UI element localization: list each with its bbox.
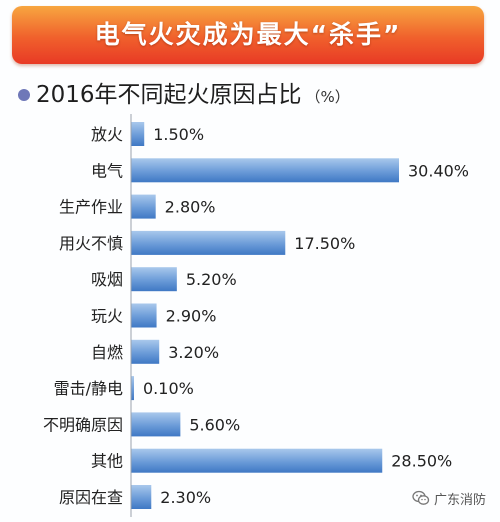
- value-label: 5.60%: [189, 415, 240, 434]
- bar: [131, 230, 286, 255]
- value-label: 3.20%: [168, 343, 219, 362]
- value-label: 28.50%: [391, 452, 452, 471]
- value-label: 2.80%: [165, 198, 216, 217]
- bar: [131, 412, 181, 437]
- chart-subtitle: 2016年不同起火原因占比 （%）: [12, 78, 482, 112]
- bullet-dot-icon: [18, 89, 30, 101]
- bar: [131, 158, 399, 183]
- watermark: 广东消防: [412, 488, 486, 508]
- bar: [131, 303, 157, 328]
- bar: [131, 194, 156, 219]
- category-label: 吸烟: [91, 270, 123, 289]
- value-label: 2.30%: [160, 488, 211, 507]
- value-label: 1.50%: [153, 125, 204, 144]
- value-label: 5.20%: [186, 270, 237, 289]
- value-label: 17.50%: [294, 234, 355, 253]
- value-label: 2.90%: [166, 307, 217, 326]
- category-label: 其他: [91, 452, 123, 471]
- category-label: 电气: [91, 161, 123, 180]
- bar: [131, 267, 177, 292]
- category-label: 玩火: [91, 307, 123, 326]
- wechat-icon: [412, 490, 430, 505]
- chart-title-text: 2016年不同起火原因占比: [36, 82, 302, 108]
- chart-unit: （%）: [305, 88, 350, 106]
- category-label: 雷击/静电: [54, 379, 123, 398]
- banner-title: 电气火灾成为最大“杀手”: [94, 20, 402, 49]
- chart-title: 2016年不同起火原因占比 （%）: [36, 78, 350, 112]
- watermark-text: 广东消防: [433, 492, 486, 508]
- category-label: 生产作业: [59, 198, 123, 217]
- title-banner: 电气火灾成为最大“杀手”: [12, 6, 484, 64]
- category-label: 不明确原因: [43, 415, 123, 434]
- category-label: 放火: [91, 125, 123, 144]
- value-label: 0.10%: [143, 379, 194, 398]
- bar: [131, 485, 152, 509]
- category-label: 自燃: [91, 343, 123, 362]
- category-label: 原因在查: [59, 488, 123, 507]
- category-label: 用火不慎: [59, 234, 123, 253]
- bar: [131, 122, 145, 146]
- value-label: 30.40%: [408, 161, 469, 180]
- bar: [131, 376, 134, 401]
- bar: [131, 339, 160, 364]
- bar: [131, 448, 383, 473]
